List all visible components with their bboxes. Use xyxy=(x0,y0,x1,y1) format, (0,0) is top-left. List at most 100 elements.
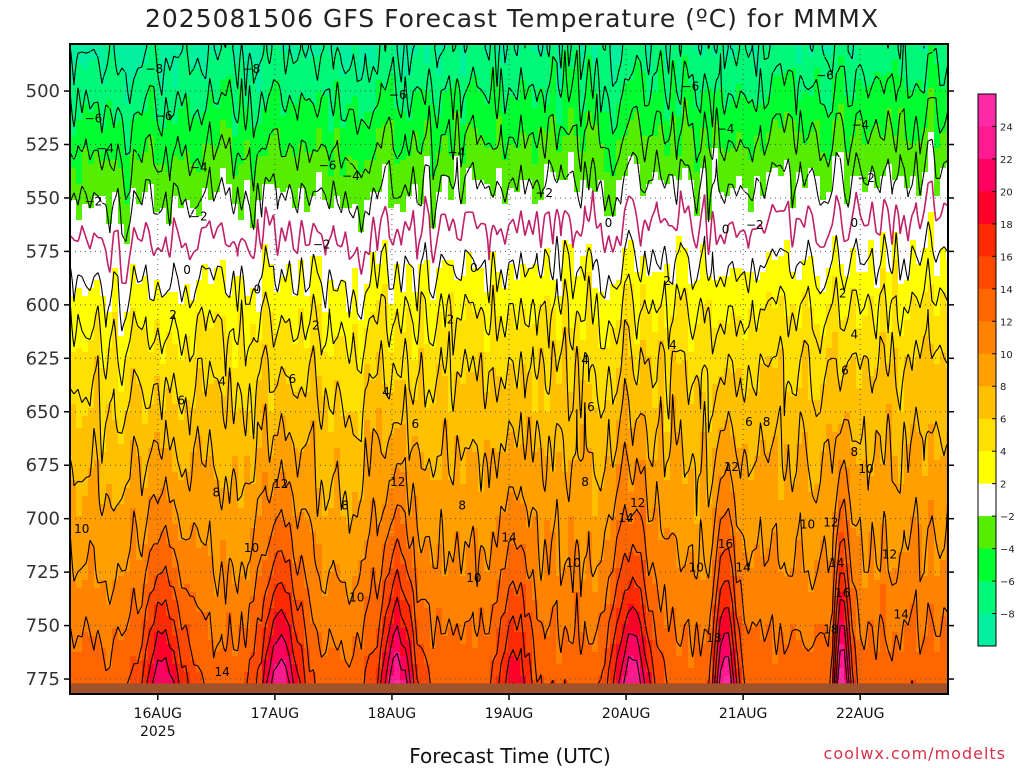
colorbar-swatch xyxy=(978,483,996,517)
contour-label: 4 xyxy=(669,338,677,352)
contour-label: −8 xyxy=(243,62,261,76)
contour-label: −4 xyxy=(96,141,114,155)
colorbar-swatch xyxy=(978,126,996,160)
contour-label: 0 xyxy=(605,216,613,230)
contour-label: −4 xyxy=(717,122,735,136)
colorbar-label: 10 xyxy=(1000,350,1013,361)
x-tick-label: 17AUG xyxy=(251,706,300,722)
colorbar-label: −4 xyxy=(1000,545,1015,556)
x-tick-label: 22AUG xyxy=(836,706,885,722)
contour-label: −4 xyxy=(447,146,465,160)
contour-line xyxy=(70,377,948,534)
y-tick-label: 675 xyxy=(26,455,60,476)
contour-label: 6 xyxy=(745,415,753,429)
contour-label: 10 xyxy=(466,571,481,585)
colorbar-frame xyxy=(977,93,997,647)
contour-label: 10 xyxy=(800,518,815,532)
x-tick-label: 20AUG xyxy=(602,706,651,722)
x-tick-sublabel: 2025 xyxy=(140,724,176,740)
credit-text: coolwx.com/modelts xyxy=(823,744,1006,763)
y-tick-label: 750 xyxy=(26,616,60,637)
contour-label: 6 xyxy=(289,372,297,386)
x-tick-label: 16AUG xyxy=(134,706,183,722)
contour-label: 10 xyxy=(349,590,364,604)
y-tick-label: 600 xyxy=(26,295,60,316)
colorbar-swatch xyxy=(978,223,996,257)
colorbar-label: 18 xyxy=(1000,220,1013,231)
contour-label: 10 xyxy=(74,522,89,536)
contour-label: 2 xyxy=(169,308,177,322)
contour-line xyxy=(70,44,948,156)
contour-label: −2 xyxy=(535,186,553,200)
contour-label: 10 xyxy=(689,560,704,574)
contour-label: 0 xyxy=(722,223,730,237)
chart-title: 2025081506 GFS Forecast Temperature (ºC)… xyxy=(144,4,880,33)
contour-line xyxy=(139,569,855,694)
colorbar-swatch xyxy=(978,516,996,550)
colorbar-swatch xyxy=(978,548,996,582)
contour-label: 12 xyxy=(724,460,739,474)
contour-line xyxy=(70,138,948,242)
colorbar-label: 22 xyxy=(1000,155,1013,166)
contour-label: −4 xyxy=(190,161,208,175)
contour-label: 12 xyxy=(823,515,838,529)
contour-label: 2 xyxy=(447,312,455,326)
colorbar-swatch xyxy=(978,353,996,387)
colorbar-swatch xyxy=(978,581,996,615)
contour-label: 6 xyxy=(177,394,185,408)
colorbar: 24 22 20 18 16 14 12 10 8 6 4 2 −2 −4 −6 −8 xyxy=(977,93,1015,647)
contour-label: −2 xyxy=(746,218,764,232)
contour-label: −6 xyxy=(319,158,337,172)
colorbar-swatch xyxy=(978,256,996,290)
ground-layer xyxy=(70,683,948,694)
contour-line xyxy=(70,180,948,285)
colorbar-label: 12 xyxy=(1000,317,1013,328)
x-axis-label: Forecast Time (UTC) xyxy=(409,744,611,768)
contour-label: 12 xyxy=(882,548,897,562)
y-tick-label: 500 xyxy=(26,81,60,102)
contour-label: 2 xyxy=(663,274,671,288)
colorbar-label: 14 xyxy=(1000,285,1013,296)
contour-line xyxy=(70,258,948,386)
grid-lines xyxy=(70,44,948,694)
contour-label: −6 xyxy=(155,109,173,123)
x-tick-label: 21AUG xyxy=(719,706,768,722)
contour-label: −2 xyxy=(85,195,103,209)
contour-label: 8 xyxy=(851,445,859,459)
contour-label: 16 xyxy=(835,586,850,600)
contour-label: −2 xyxy=(857,171,875,185)
colorbar-label: 2 xyxy=(1000,480,1006,491)
contour-label: 14 xyxy=(215,665,230,679)
contour-label: 4 xyxy=(382,385,390,399)
contour-label: −6 xyxy=(682,79,700,93)
contour-label: −6 xyxy=(85,111,103,125)
contour-label: 2 xyxy=(839,287,847,301)
contour-label: 6 xyxy=(412,417,420,431)
x-tick-label: 18AUG xyxy=(368,706,417,722)
contour-label: 10 xyxy=(566,556,581,570)
contour-label: −4 xyxy=(342,169,360,183)
y-tick-label: 625 xyxy=(26,348,60,369)
colorbar-swatch xyxy=(978,191,996,225)
contour-label: 0 xyxy=(851,216,859,230)
contour-label: 14 xyxy=(618,511,633,525)
colorbar-swatch xyxy=(978,94,996,127)
contour-label: −8 xyxy=(145,62,163,76)
contour-label: 8 xyxy=(341,498,349,512)
y-tick-label: 775 xyxy=(26,669,60,690)
colorbar-label: 6 xyxy=(1000,415,1006,426)
contour-label: 14 xyxy=(829,556,844,570)
contour-label: 18 xyxy=(706,631,721,645)
contour-label: −6 xyxy=(816,69,834,83)
contour-label: 16 xyxy=(718,537,733,551)
y-tick-label: 650 xyxy=(26,402,60,423)
y-tick-label: 525 xyxy=(26,134,60,155)
contour-label: −4 xyxy=(851,118,869,132)
contour-label: 4 xyxy=(851,327,859,341)
colorbar-swatch xyxy=(978,158,996,192)
y-tick-label: 700 xyxy=(26,509,60,530)
x-axis: 16AUG 2025 17AUG 18AUG 19AUG 20AUG 21AUG 22AUG xyxy=(134,694,885,740)
colorbar-label: 16 xyxy=(1000,252,1013,263)
